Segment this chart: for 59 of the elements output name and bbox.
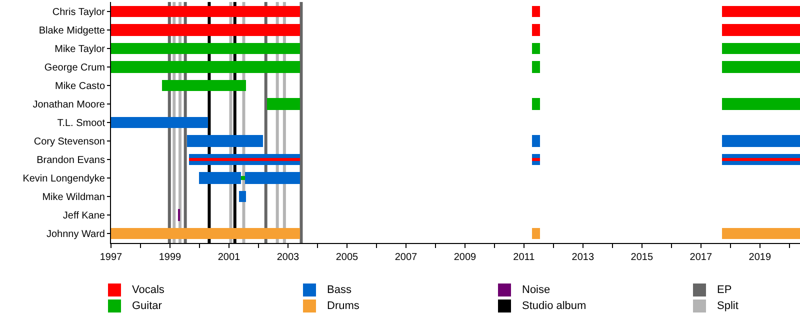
legend-label: Vocals	[132, 284, 165, 296]
bar	[111, 43, 300, 54]
y-tick-label: Chris Taylor	[52, 6, 106, 18]
y-tick-label: Mike Wildman	[42, 192, 105, 204]
x-tick-label: 2001	[218, 252, 241, 263]
x-tick-label: 2015	[630, 252, 654, 263]
bar	[722, 98, 800, 110]
y-tick-label: George Crum	[44, 62, 105, 74]
bar	[532, 61, 540, 73]
bar	[722, 24, 800, 36]
bar	[111, 6, 300, 17]
bar	[722, 43, 800, 54]
bar	[111, 228, 300, 239]
y-tick-label: Jeff Kane	[62, 210, 106, 222]
x-tick-label: 1999	[158, 252, 182, 263]
bar	[532, 98, 540, 110]
x-tick-label: 2019	[748, 252, 772, 263]
legend-label: Drums	[327, 300, 360, 312]
legend-label: Noise	[522, 284, 550, 296]
bar	[532, 135, 540, 147]
bar	[239, 191, 246, 202]
bar	[532, 43, 540, 54]
x-tick-label: 2017	[690, 252, 712, 263]
bar	[532, 24, 540, 36]
bar	[722, 61, 800, 73]
y-tick-label: Brandon Evans	[36, 155, 105, 166]
y-tick-label: Johnny Ward	[46, 229, 105, 240]
bar	[722, 135, 800, 147]
bar	[199, 172, 241, 184]
bar	[111, 117, 208, 128]
bar	[267, 98, 300, 110]
x-tick-label: 2013	[572, 252, 594, 263]
x-tick-label: 2011	[513, 252, 536, 263]
bar	[111, 24, 300, 36]
y-tick-label: Mike Casto	[54, 80, 106, 92]
y-tick-label: Blake Midgette	[38, 25, 106, 36]
y-tick-label: Jonathan Moore	[32, 99, 106, 110]
bar	[245, 172, 300, 184]
x-tick-label: 1997	[100, 252, 123, 263]
bar	[722, 6, 800, 17]
y-tick-label: Mike Taylor	[54, 44, 106, 55]
legend-label: Split	[717, 300, 738, 312]
bar	[532, 228, 540, 239]
x-tick-label: 2009	[454, 252, 476, 263]
y-tick-label: T.L. Smoot	[57, 118, 106, 129]
legend-label: Bass	[327, 284, 352, 296]
bar	[532, 6, 540, 17]
x-tick-label: 2007	[394, 252, 418, 263]
y-tick-label: Cory Stevenson	[34, 136, 105, 148]
bar	[722, 228, 800, 239]
bar	[111, 61, 300, 73]
y-tick-label: Kevin Longendyke	[22, 174, 106, 185]
legend-label: Guitar	[132, 300, 162, 312]
bar	[162, 80, 246, 91]
legend-label: EP	[717, 284, 732, 296]
x-tick-label: 2003	[276, 252, 300, 263]
x-tick-label: 2005	[336, 252, 359, 263]
bar	[187, 135, 263, 147]
legend-label: Studio album	[522, 300, 586, 312]
